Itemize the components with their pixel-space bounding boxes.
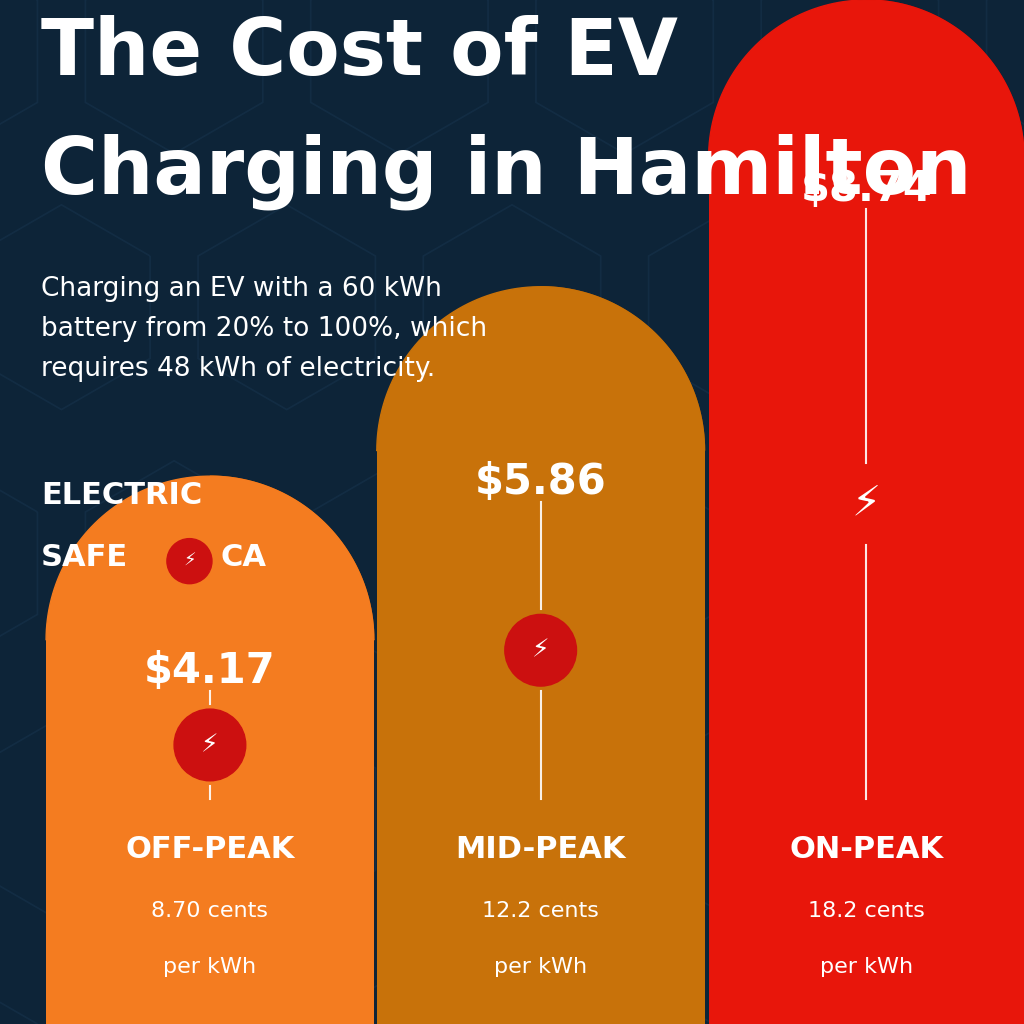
Text: per kWh: per kWh [820,957,912,978]
Text: Charging an EV with a 60 kWh
battery from 20% to 100%, which
requires 48 kWh of : Charging an EV with a 60 kWh battery fro… [41,276,487,383]
Text: ⚡: ⚡ [531,638,550,663]
Bar [645,451,705,1024]
Text: Charging in Hamilton: Charging in Hamilton [41,133,972,210]
Polygon shape [210,476,374,640]
Polygon shape [377,287,705,451]
Text: CA: CA [220,543,266,571]
Text: $4.17: $4.17 [144,650,275,692]
Text: 18.2 cents: 18.2 cents [808,901,925,922]
Text: ELECTRIC: ELECTRIC [41,481,202,510]
Polygon shape [46,476,374,640]
Text: SAFE: SAFE [41,543,128,571]
Bar [968,158,1024,1024]
Text: OFF-PEAK: OFF-PEAK [125,835,295,863]
Bar [314,640,374,1024]
Circle shape [167,539,212,584]
Bar [709,158,1024,1024]
Text: ⚡: ⚡ [201,733,219,757]
Text: ⚡: ⚡ [852,482,881,525]
Text: ON-PEAK: ON-PEAK [790,835,943,863]
Text: $5.86: $5.86 [475,461,606,503]
Text: 12.2 cents: 12.2 cents [482,901,599,922]
Polygon shape [709,0,1024,158]
Text: $8.74: $8.74 [801,168,932,210]
Text: MID-PEAK: MID-PEAK [456,835,626,863]
Text: The Cost of EV: The Cost of EV [41,15,678,91]
Polygon shape [541,287,705,451]
Text: per kWh: per kWh [495,957,587,978]
Bar [377,451,705,1024]
Bar [46,640,374,1024]
Text: 8.70 cents: 8.70 cents [152,901,268,922]
Text: ⚡: ⚡ [183,552,196,570]
Polygon shape [866,0,1024,158]
Circle shape [505,614,577,686]
Circle shape [174,709,246,780]
Text: per kWh: per kWh [164,957,256,978]
